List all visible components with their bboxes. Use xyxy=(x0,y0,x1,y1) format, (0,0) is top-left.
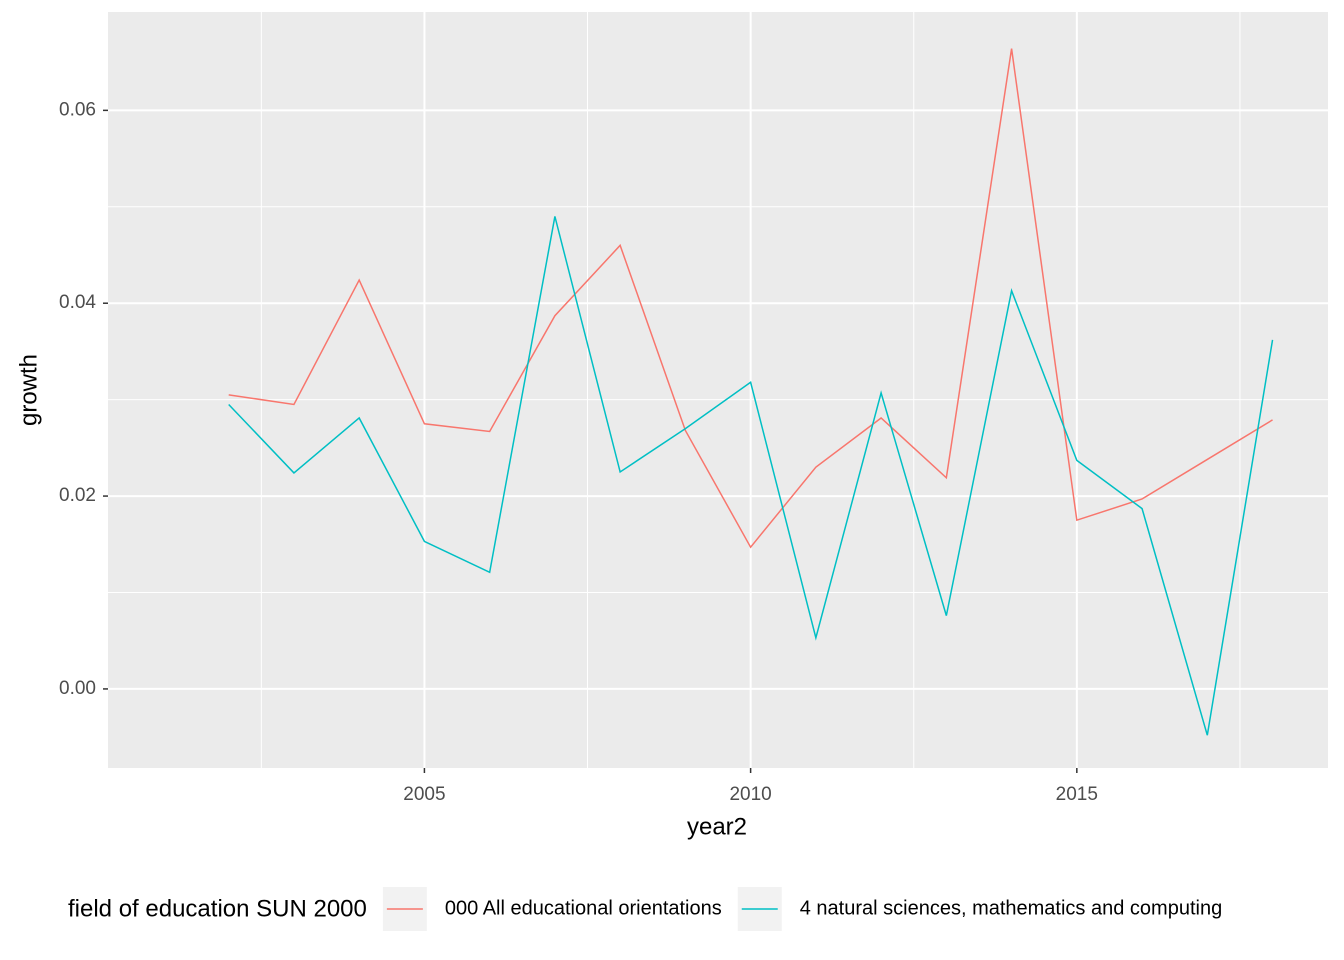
x-tick-label: 2010 xyxy=(729,784,771,805)
y-tick-label: 0.04 xyxy=(59,292,96,313)
grid xyxy=(108,12,1328,768)
y-tick-label: 0.00 xyxy=(59,678,96,699)
lines xyxy=(228,48,1274,736)
x-axis-title: year2 xyxy=(687,813,747,840)
legend-title: field of education SUN 2000 xyxy=(68,895,367,922)
x-tick-label: 2015 xyxy=(1056,784,1098,805)
y-tick-label: 0.06 xyxy=(59,99,96,120)
panel xyxy=(108,12,1328,768)
legend-label: 4 natural sciences, mathematics and comp… xyxy=(800,897,1222,919)
legend-label: 000 All educational orientations xyxy=(445,897,722,919)
series-line xyxy=(228,216,1274,736)
legend: field of education SUN 2000 000 All educ… xyxy=(68,887,1222,931)
y-axis-title: growth xyxy=(15,354,42,426)
series-line xyxy=(228,48,1273,549)
y-tick-label: 0.02 xyxy=(59,485,96,506)
axes: 2005 2010 2015 0.00 0.02 0.04 0.06 xyxy=(59,99,1098,805)
x-tick-label: 2005 xyxy=(403,784,445,805)
